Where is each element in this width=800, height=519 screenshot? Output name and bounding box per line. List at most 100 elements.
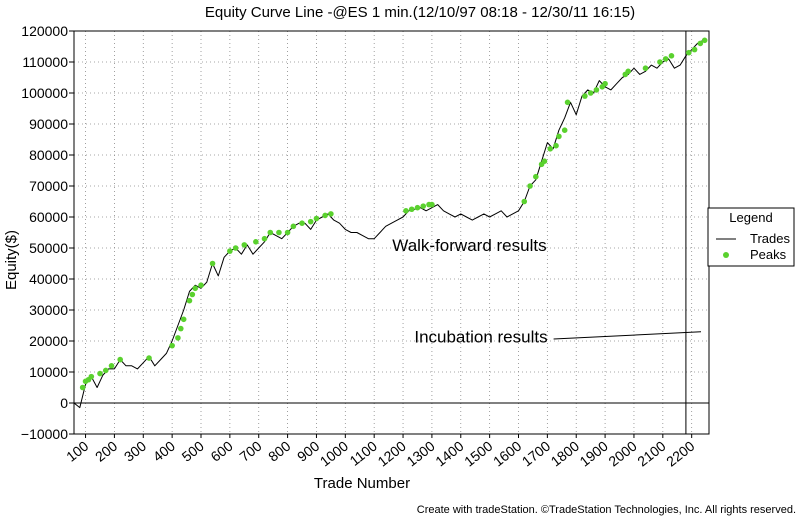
peak-point [88,373,95,380]
peak-point [192,285,199,292]
peak-point [697,40,704,47]
y-tick-label: 80000 [29,147,68,163]
peak-point [420,203,427,209]
peak-point [429,201,435,208]
peak-point [79,384,86,391]
y-tick-label: 100000 [21,85,68,101]
x-axis: 100 200 300 400 500 600 700 800 9001000110012001… [63,434,698,470]
x-tick-label: 200 [92,438,120,465]
peak-point [261,235,268,242]
peak-point [189,291,196,298]
peak-point [108,363,115,369]
peak-point [313,215,320,222]
x-tick-label: 1400 [432,438,467,470]
chart-title: Equity Curve Line -@ES 1 min.(12/10/97 0… [205,4,635,21]
peak-point [253,239,259,245]
x-tick-label: 2000 [605,438,640,470]
peak-point [547,146,554,152]
peak-point [414,204,421,211]
x-tick-label: 1800 [548,438,583,470]
x-tick-label: 2200 [663,438,698,470]
peak-point [587,90,594,96]
peak-point [561,127,568,133]
peak-point [521,198,528,205]
series-layer [73,39,704,409]
peak-point [290,223,297,230]
legend: Legend Trades Peaks [707,207,795,267]
y-tick-label: −10000 [21,426,68,442]
peak-point [307,218,314,225]
peak-point [232,245,239,251]
grid [74,30,709,435]
peak-point [701,37,708,44]
x-tick-label: 1600 [490,438,525,470]
peak-point [328,211,334,217]
x-tick-label: 900 [294,438,322,465]
peak-point [102,367,109,374]
y-tick-label: 70000 [29,178,68,194]
peak-point [408,206,415,213]
annotation-label: Walk-forward results [392,236,546,255]
x-axis-title: Trade Number [314,475,410,492]
peak-point [322,212,328,219]
peak-point [602,80,608,87]
x-tick-label: 600 [207,438,235,465]
y-tick-label: 40000 [29,271,68,287]
peak-point [227,248,233,254]
y-tick-label: 60000 [29,209,68,225]
y-tick-label: 0 [60,395,68,411]
x-tick-label: 2100 [634,438,669,470]
y-tick-label: 30000 [29,302,68,318]
x-tick-label: 1000 [317,438,352,470]
peak-point [117,356,123,363]
plot-area [73,30,710,435]
x-tick-label: 1200 [374,438,409,470]
x-tick-label: 300 [121,438,149,465]
x-tick-label: 500 [179,438,207,465]
annotations: Walk-forward results Incubation results [392,236,702,347]
y-axis-title: Equity($) [3,230,20,290]
peak-point [241,242,248,248]
peak-point [657,59,663,65]
y-tick-label: 50000 [29,240,68,256]
peak-point [625,68,631,75]
peak-point [662,56,669,62]
peak-point [691,46,698,53]
legend-box [707,207,795,267]
legend-title: Legend [729,210,772,225]
peak-point [556,133,562,140]
peak-point [668,53,675,59]
legend-peaks-swatch [723,252,729,258]
peak-point [593,87,600,93]
peak-point [198,282,204,289]
peak-point [582,93,588,99]
y-tick-label: 20000 [29,333,68,349]
peak-point [146,355,152,361]
peak-point [299,220,305,226]
peak-point [284,229,291,236]
peak-point [553,142,559,149]
peak-point [175,335,181,341]
x-tick-label: 1900 [577,438,612,470]
annotation-label: Incubation results [414,328,547,347]
peak-point [97,370,103,377]
peak-point [180,316,187,323]
x-tick-label: 1700 [519,438,554,470]
peak-point [267,229,274,236]
peak-point [541,158,548,164]
copyright-footer: Create with tradeStation. ©TradeStation … [417,504,796,516]
y-axis: −10000 0 10000 20000 30000 40000 50000 60000 700… [21,23,74,442]
y-tick-label: 120000 [21,23,68,39]
peak-point [642,65,649,71]
series-trades-line [73,39,704,409]
x-tick-label: 400 [150,438,178,465]
peak-point [403,208,409,214]
peak-point [276,229,282,236]
x-tick-label: 1500 [461,438,496,470]
peak-point [177,325,184,332]
legend-trades-label: Trades [750,231,790,246]
peaks-layer [79,37,708,391]
peak-point [564,99,571,106]
peak-point [209,260,216,267]
